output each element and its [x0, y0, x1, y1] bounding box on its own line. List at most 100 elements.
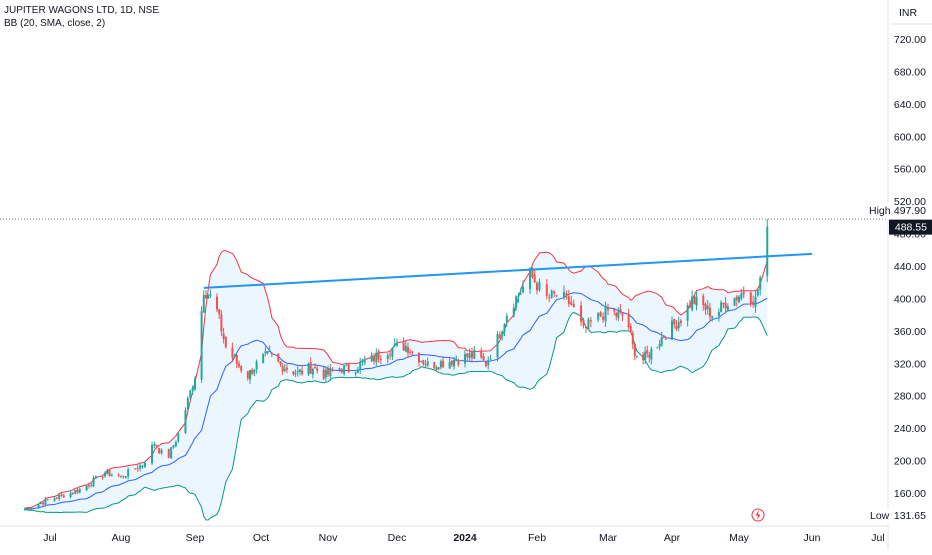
candle-body — [442, 360, 445, 368]
candle-body — [30, 507, 33, 509]
candle-body — [167, 449, 170, 458]
candle-body — [266, 351, 269, 354]
x-tick-label: May — [729, 532, 750, 544]
candle-body — [589, 320, 592, 322]
candle-body — [501, 331, 504, 337]
candle-body — [498, 334, 501, 338]
candle-body — [361, 361, 364, 363]
candle-body — [722, 302, 725, 305]
candle-body — [277, 353, 280, 362]
candle-body — [370, 354, 373, 362]
y-tick-label: 720.00 — [894, 34, 926, 46]
candle-body — [752, 301, 755, 305]
candle-body — [519, 293, 522, 295]
candle-body — [615, 313, 618, 317]
candle-body — [283, 368, 286, 371]
candle-body — [409, 351, 412, 353]
candle-body — [642, 354, 645, 360]
candle-body — [464, 354, 466, 364]
candle-body — [191, 387, 194, 392]
candle-body — [404, 345, 407, 352]
candle-body — [435, 367, 438, 370]
candle-body — [262, 353, 265, 364]
candle-body — [377, 351, 380, 360]
y-tick-label: 640.00 — [894, 99, 926, 111]
candle-body — [363, 360, 366, 363]
candle-body — [417, 352, 420, 363]
candle-body — [375, 352, 378, 363]
candle-body — [238, 363, 240, 367]
candle-body — [136, 468, 139, 470]
y-tick-label: 680.00 — [894, 66, 926, 78]
candle-body — [122, 475, 125, 477]
high-value: 497.90 — [894, 205, 926, 217]
candle-body — [686, 305, 689, 321]
candle-body — [629, 326, 632, 332]
candle-body — [402, 342, 405, 351]
candle-body — [216, 296, 218, 310]
candle-body — [134, 468, 137, 470]
candle-body — [202, 294, 205, 313]
candle-body — [294, 373, 297, 375]
candle-body — [324, 369, 327, 378]
candle-body — [55, 497, 58, 499]
candle-body — [373, 356, 375, 362]
candle-body — [354, 372, 357, 374]
candle-body — [143, 462, 146, 467]
candle-body — [249, 370, 251, 380]
x-tick-label: Aug — [112, 532, 131, 544]
currency-label: INR — [899, 7, 918, 19]
candle-body — [550, 290, 553, 298]
candle-body — [613, 309, 616, 312]
candle-body — [172, 445, 175, 448]
candle-body — [220, 314, 223, 332]
candle-body — [356, 369, 359, 373]
candle-body — [426, 361, 429, 366]
candle-body — [766, 226, 769, 276]
candle-body — [531, 270, 534, 278]
candle-body — [53, 498, 56, 501]
x-tick-label: Jul — [871, 532, 884, 544]
candle-body — [720, 302, 723, 313]
candle-body — [224, 337, 227, 348]
candle-body — [424, 364, 427, 366]
candle-body — [194, 378, 196, 390]
candle-body — [296, 370, 299, 373]
candle-body — [391, 347, 394, 357]
candle-body — [711, 316, 714, 319]
y-tick-label: 360.00 — [894, 326, 926, 338]
candle-body — [708, 307, 711, 317]
candle-body — [389, 354, 392, 356]
candle-body — [279, 361, 282, 365]
candle-body — [60, 494, 63, 496]
x-tick-label: Mar — [599, 532, 618, 544]
candle-body — [695, 296, 698, 306]
candle-body — [754, 296, 757, 308]
candle-body — [679, 320, 682, 324]
candle-body — [298, 369, 301, 372]
candle-body — [233, 356, 236, 358]
candle-body — [285, 367, 288, 370]
y-tick-label: 240.00 — [894, 423, 926, 435]
candle-body — [170, 447, 173, 459]
y-tick-label: 400.00 — [894, 293, 926, 305]
candle-body — [688, 304, 691, 308]
high-label: High — [869, 205, 891, 217]
candle-body — [139, 465, 142, 469]
candle-body — [567, 296, 570, 305]
chart-legend: JUPITER WAGONS LTD, 1D, NSE BB (20, SMA,… — [4, 4, 159, 30]
candle-body — [587, 319, 590, 330]
candle-body — [650, 348, 653, 360]
candle-body — [602, 316, 605, 320]
candle-body — [329, 368, 332, 377]
candle-body — [473, 349, 476, 359]
candle-body — [724, 302, 727, 309]
candle-body — [533, 274, 536, 283]
candle-body — [268, 350, 271, 352]
x-tick-label: 2024 — [453, 532, 477, 544]
candle-body — [621, 313, 624, 316]
candle-body — [740, 293, 743, 300]
candle-body — [627, 313, 630, 328]
candle-body — [78, 489, 81, 493]
x-tick-label: Oct — [253, 532, 269, 544]
